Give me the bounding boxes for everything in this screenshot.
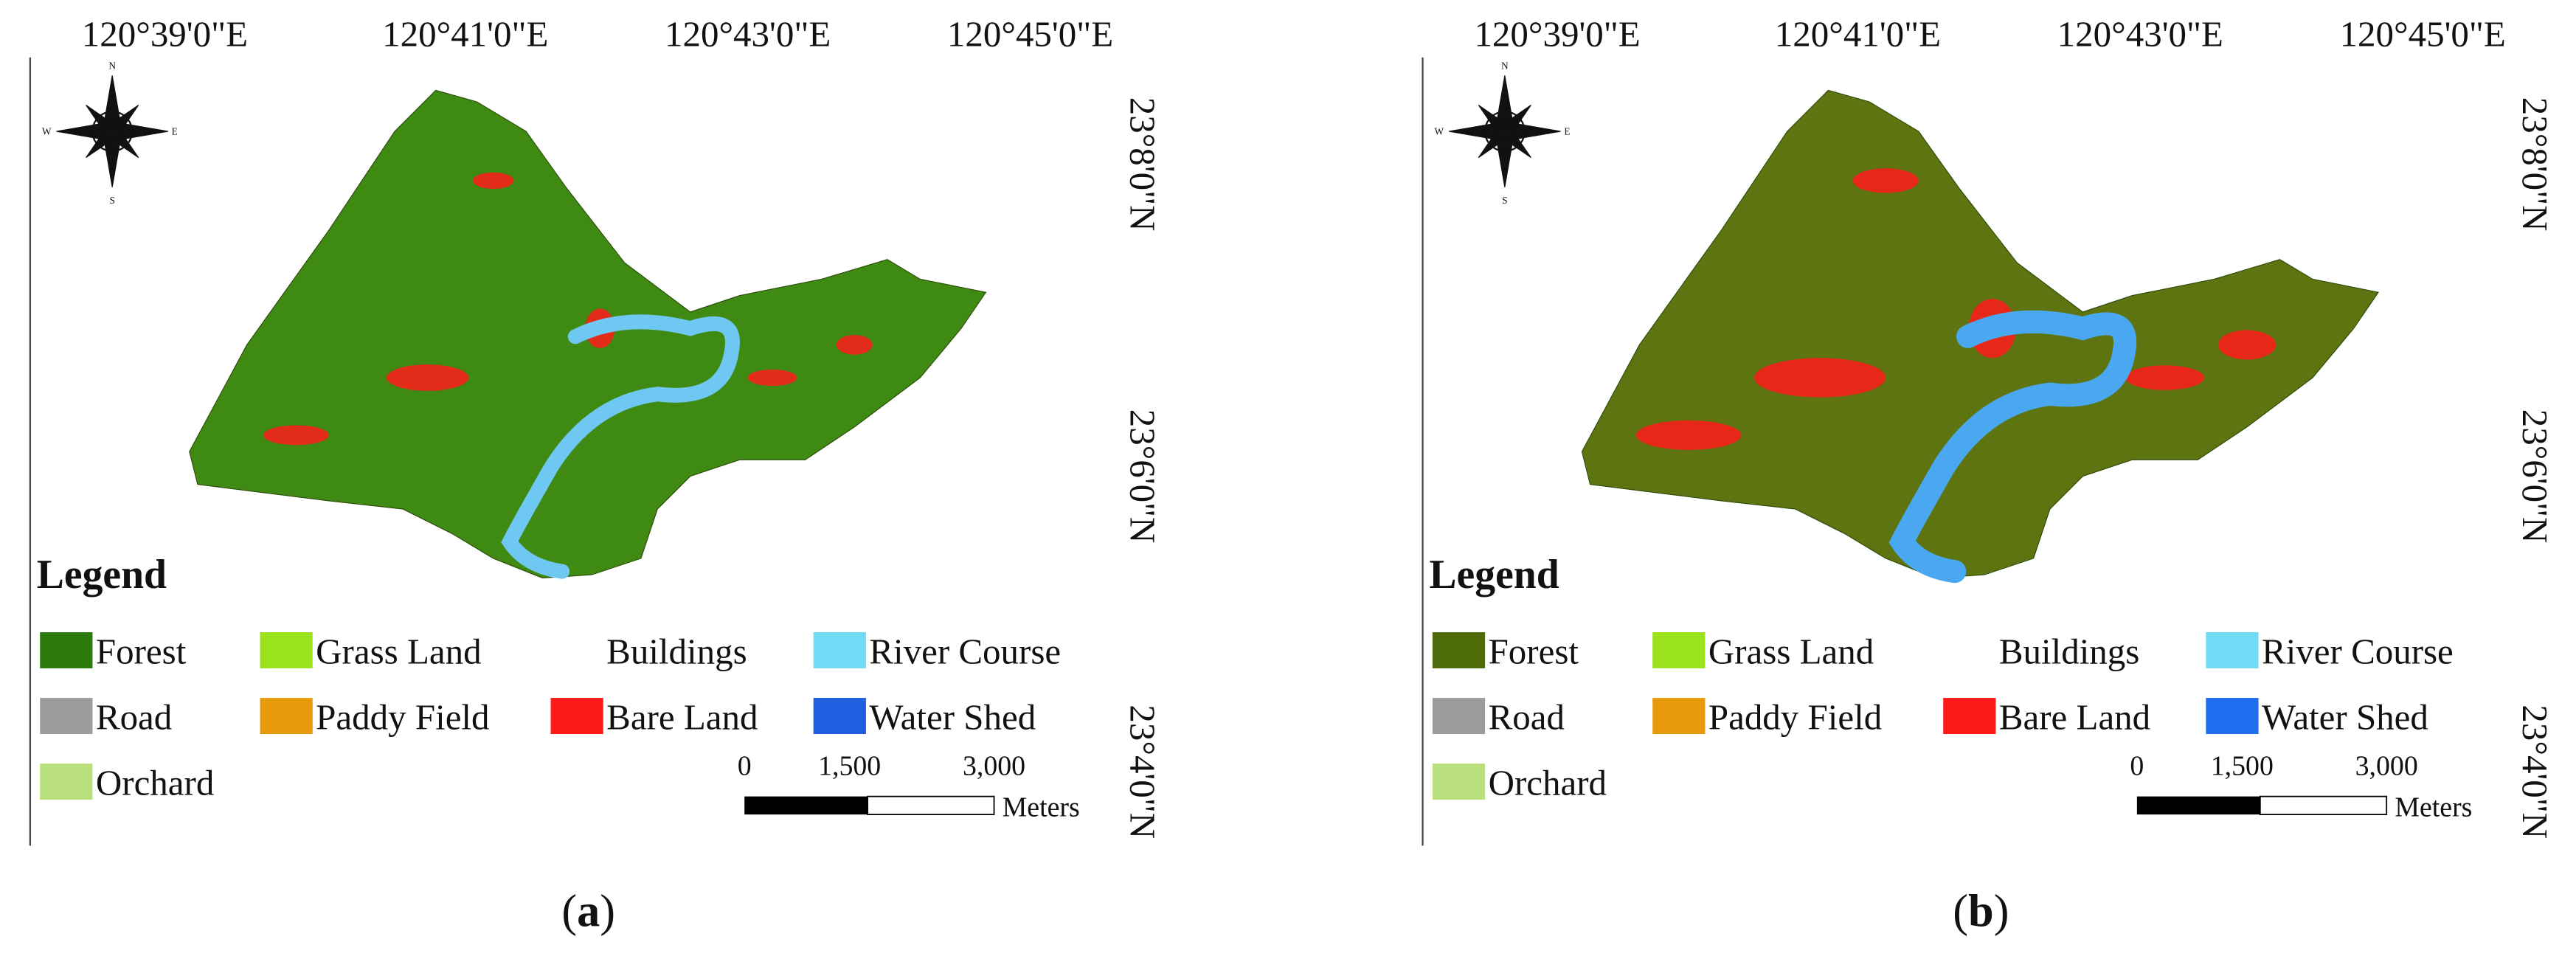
legend-swatch: [550, 632, 603, 668]
longitude-label: 120°45'0"E: [2340, 13, 2506, 54]
legend-swatch: [40, 698, 93, 735]
compass: N E S W: [42, 60, 178, 206]
legend-label: Paddy Field: [316, 696, 489, 737]
compass-letter: S: [109, 195, 114, 206]
scale-bar-white: [867, 795, 995, 815]
longitude-label: 120°39'0"E: [1474, 13, 1640, 54]
latitude-label: 23°8'0"N: [2515, 97, 2555, 232]
legend-label: Buildings: [606, 631, 747, 671]
legend-swatch: [2206, 632, 2259, 668]
scale-label: 1,500: [818, 751, 881, 782]
legend-label: Forest: [1489, 631, 1579, 671]
bare-land-patch: [836, 335, 873, 355]
legend-swatch: [1943, 698, 1996, 735]
map-panel: 120°39'0"E 120°41'0"E 120°43'0"E 120°45'0"E…: [1422, 13, 2555, 936]
legend-swatch: [1432, 764, 1486, 800]
legend-label: Bare Land: [606, 696, 758, 737]
legend-label: Water Shed: [2262, 696, 2428, 737]
legend-label: Buildings: [1999, 631, 2139, 671]
longitude-label: 120°45'0"E: [947, 13, 1113, 54]
legend-swatch: [1432, 632, 1486, 668]
caption-letter: b: [1968, 885, 1994, 936]
legend-title: Legend: [1429, 552, 1559, 598]
scale-bar-black: [744, 796, 868, 815]
latitude-label: 23°4'0"N: [2515, 704, 2555, 839]
compass-letter: W: [42, 126, 52, 137]
legend-label: Bare Land: [1999, 696, 2150, 737]
bare-land-patch: [2125, 365, 2205, 390]
compass-letter: N: [108, 60, 116, 71]
legend-swatch: [1652, 632, 1706, 668]
scale-unit: Meters: [1003, 792, 1080, 823]
scale-unit: Meters: [2395, 792, 2472, 823]
scale-bar-white: [2259, 795, 2388, 815]
legend-swatch: [550, 698, 603, 735]
latitude-label: 23°4'0"N: [1122, 704, 1163, 839]
longitude-label: 120°43'0"E: [2057, 13, 2223, 54]
legend-swatch: [1432, 698, 1486, 735]
longitude-label: 120°39'0"E: [82, 13, 248, 54]
legend-label: Paddy Field: [1708, 696, 1882, 737]
legend-swatch: [40, 632, 93, 668]
bare-land-patch: [747, 369, 797, 387]
legend-swatch: [813, 632, 866, 668]
compass-letter: E: [172, 126, 178, 137]
compass-letter: S: [1502, 195, 1507, 206]
compass-ring: [1484, 111, 1526, 152]
compass-ring: [91, 111, 133, 152]
longitude-label: 120°41'0"E: [382, 13, 548, 54]
legend-swatch: [813, 698, 866, 735]
legend-label: Road: [1489, 696, 1565, 737]
bare-land-patch: [1852, 168, 1919, 193]
river: [501, 314, 740, 579]
legend-swatch: [260, 698, 313, 735]
compass-star: [1449, 75, 1561, 187]
bare-land-patch: [1754, 358, 1886, 398]
legend-swatch: [260, 632, 313, 668]
scale-label: 1,500: [2211, 751, 2274, 782]
compass: N E S W: [1434, 60, 1570, 206]
legend-label: Forest: [96, 631, 187, 671]
legend-label: Grass Land: [1708, 631, 1874, 671]
caption: (a): [561, 885, 615, 936]
latitude-label: 23°6'0"N: [1122, 409, 1163, 544]
scale-label: 3,000: [2355, 751, 2418, 782]
longitude-label: 120°43'0"E: [665, 13, 831, 54]
scale-label: 3,000: [963, 751, 1025, 782]
legend-swatch: [2206, 698, 2259, 735]
legend-swatch: [40, 764, 93, 800]
legend-title: Legend: [37, 552, 167, 598]
legend-label: Water Shed: [869, 696, 1036, 737]
bare-land-patch: [386, 364, 469, 391]
legend-swatch: [1943, 632, 1996, 668]
bare-land-patch: [263, 425, 329, 446]
bare-land-patch: [2217, 330, 2276, 360]
legend-label: River Course: [869, 631, 1061, 671]
river: [1888, 310, 2137, 584]
compass-letter: W: [1434, 126, 1444, 137]
latitude-label: 23°6'0"N: [2515, 409, 2555, 544]
legend-label: Orchard: [96, 762, 214, 803]
scale-label: 0: [738, 751, 752, 782]
legend-label: River Course: [2262, 631, 2454, 671]
caption: (b): [1953, 885, 2009, 936]
legend-swatch: [1652, 698, 1706, 735]
legend-label: Grass Land: [316, 631, 481, 671]
compass-letter: E: [1564, 126, 1570, 137]
scale-bar-black: [2136, 796, 2260, 815]
legend-label: Orchard: [1489, 762, 1607, 803]
legend-label: Road: [96, 696, 172, 737]
map-panel: 120°39'0"E 120°41'0"E 120°43'0"E 120°45'0"E…: [29, 13, 1163, 936]
bare-land-patch: [1635, 420, 1742, 450]
bare-land-patch: [472, 172, 514, 189]
longitude-label: 120°41'0"E: [1775, 13, 1941, 54]
caption-letter: a: [577, 885, 600, 936]
compass-star: [56, 75, 168, 187]
latitude-label: 23°8'0"N: [1122, 97, 1163, 232]
compass-letter: N: [1501, 60, 1509, 71]
scale-label: 0: [2130, 751, 2144, 782]
